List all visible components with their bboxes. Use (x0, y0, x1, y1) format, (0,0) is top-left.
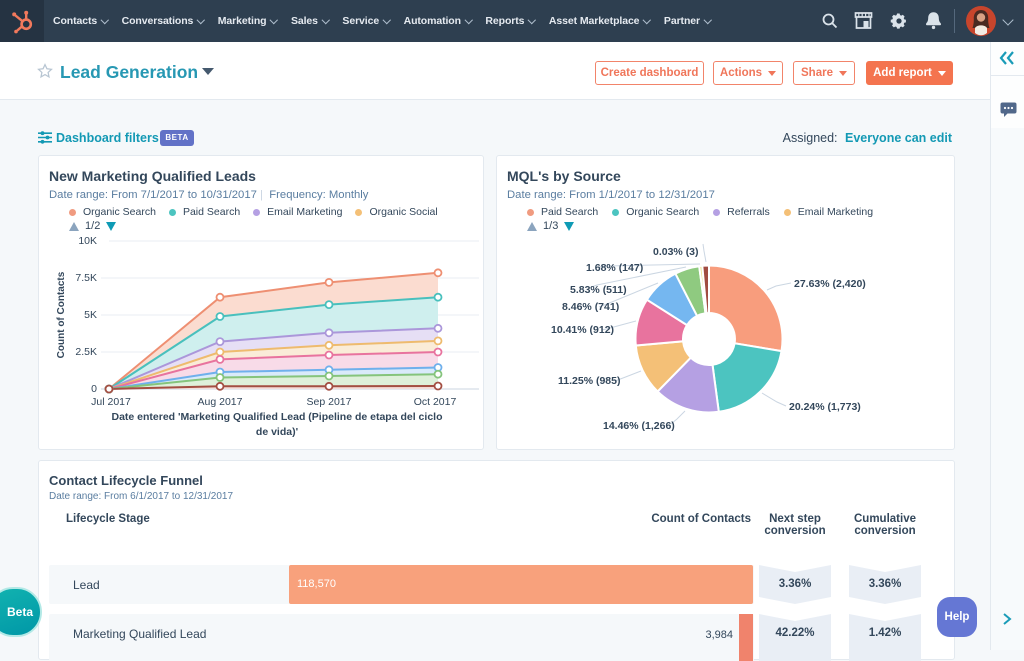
svg-text:Jul 2017: Jul 2017 (91, 396, 131, 408)
svg-text:de vida)': de vida)' (256, 426, 298, 438)
svg-text:Sep 2017: Sep 2017 (307, 396, 352, 408)
svg-text:2.5K: 2.5K (75, 346, 97, 358)
svg-text:Aug 2017: Aug 2017 (198, 396, 243, 408)
svg-text:10K: 10K (78, 235, 97, 247)
svg-text:11.25% (985): 11.25% (985) (558, 375, 620, 387)
svg-text:Count of Contacts: Count of Contacts (56, 271, 67, 358)
svg-text:Date entered 'Marketing Qualif: Date entered 'Marketing Qualified Lead (… (111, 411, 442, 423)
svg-text:20.24% (1,773): 20.24% (1,773) (789, 401, 861, 413)
svg-text:27.63% (2,420): 27.63% (2,420) (794, 278, 866, 290)
svg-text:0.03% (3): 0.03% (3) (653, 246, 699, 258)
svg-text:14.46% (1,266): 14.46% (1,266) (603, 420, 675, 432)
svg-text:1.68% (147): 1.68% (147) (586, 262, 643, 274)
svg-text:5.83% (511): 5.83% (511) (570, 284, 627, 296)
svg-text:0: 0 (91, 383, 97, 395)
svg-text:10.41% (912): 10.41% (912) (551, 324, 614, 336)
svg-text:5K: 5K (84, 309, 97, 321)
svg-text:8.46% (741): 8.46% (741) (562, 301, 619, 313)
svg-text:7.5K: 7.5K (75, 272, 97, 284)
svg-text:Oct 2017: Oct 2017 (414, 396, 457, 408)
